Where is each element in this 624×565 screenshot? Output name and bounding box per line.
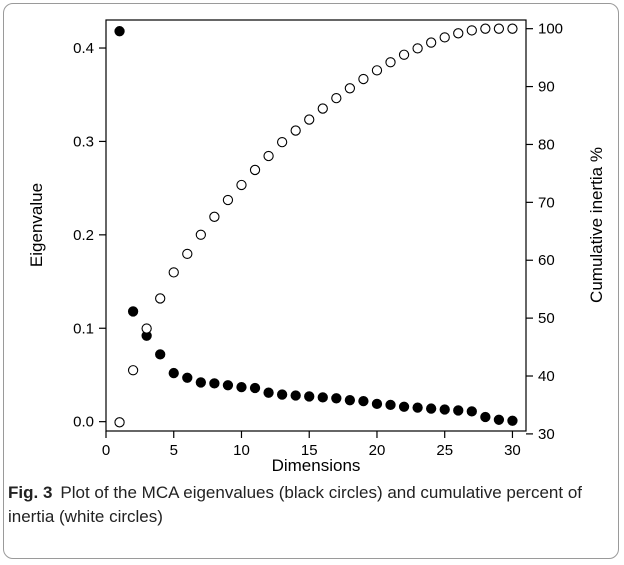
eigenvalue-point: [398, 401, 410, 412]
cumulative-inertia-point: [493, 23, 505, 34]
cumulative-inertia-point: [358, 73, 369, 85]
y-tick-label: 0.4: [73, 40, 94, 57]
cumulative-inertia-point: [412, 43, 423, 54]
eigenvalue-point: [209, 378, 220, 389]
figure-caption: Fig. 3 Plot of the MCA eigenvalues (black…: [8, 481, 608, 529]
cumulative-inertia-point: [439, 32, 450, 43]
eigenvalue-point: [358, 395, 369, 407]
eigenvalue-point: [276, 389, 288, 400]
eigenvalue-point: [385, 399, 396, 410]
eigenvalue-point: [493, 414, 505, 425]
cumulative-inertia-point: [114, 417, 125, 428]
figure-caption-text: Plot of the MCA eigenvalues (black circl…: [8, 483, 582, 526]
cumulative-inertia-point: [263, 150, 274, 162]
cumulative-inertia-point: [398, 49, 410, 60]
y-tick-label: 0.2: [73, 227, 94, 244]
y2-tick-label: 50: [538, 310, 555, 327]
x-tick-label: 15: [301, 442, 318, 459]
cumulative-inertia-point: [195, 229, 206, 240]
cumulative-inertia-point: [385, 57, 396, 68]
y-tick-label: 0.1: [73, 320, 94, 337]
cumulative-inertia-point: [331, 92, 342, 104]
cumulative-inertia-point: [290, 125, 301, 136]
eigenvalue-point: [236, 381, 247, 393]
y2-axis-title: Cumulative inertia %: [587, 147, 606, 303]
eigenvalue-point: [439, 404, 450, 415]
eigenvalue-point: [466, 406, 477, 417]
cumulative-inertia-point: [155, 293, 166, 304]
cumulative-inertia-point: [209, 211, 220, 222]
cumulative-inertia-point: [344, 83, 356, 94]
y2-tick-label: 90: [538, 79, 555, 96]
cumulative-inertia-point: [236, 179, 247, 191]
cumulative-inertia-point: [168, 267, 179, 278]
cumulative-inertia-point: [466, 25, 477, 36]
y-axis-title: Eigenvalue: [27, 183, 46, 267]
y-tick-label: 0.0: [73, 414, 94, 431]
axes: 0 5 10 15 20 25 30 0.0 0.1 0.2 0.3 0.4 30 40 50 60 70 80 9…: [73, 21, 563, 459]
cumulative-inertia-point: [426, 37, 437, 48]
x-tick-label: 0: [102, 442, 110, 459]
x-tick-label: 10: [233, 442, 250, 459]
y2-tick-label: 60: [538, 252, 555, 269]
eigenvalue-point: [168, 367, 179, 379]
eigenvalue-point: [507, 415, 518, 426]
eigenvalue-point: [182, 372, 193, 383]
eigenvalue-point: [426, 403, 437, 414]
cumulative-inertia-point: [141, 323, 152, 334]
eigenvalue-point: [480, 411, 491, 423]
eigenvalue-point: [371, 398, 383, 410]
cumulative-inertia-point: [507, 23, 518, 34]
eigenvalue-point: [222, 380, 234, 391]
cumulative-inertia-point: [127, 365, 139, 376]
eigenvalue-point: [412, 402, 423, 413]
eigenvalue-point: [155, 349, 166, 360]
y2-tick-label: 40: [538, 368, 555, 385]
x-tick-label: 30: [504, 442, 521, 459]
plot-box: [105, 19, 527, 432]
x-axis-title: Dimensions: [272, 456, 361, 475]
cumulative-inertia-point: [453, 28, 464, 39]
eigenvalue-point: [114, 26, 125, 37]
x-tick-label: 25: [436, 442, 453, 459]
x-tick-label: 20: [369, 442, 386, 459]
eigenvalue-point: [317, 392, 328, 403]
y-tick-label: 0.3: [73, 133, 94, 150]
figure-label: Fig. 3: [8, 483, 53, 502]
cumulative-inertia-point: [276, 136, 288, 148]
x-tick-label: 5: [170, 442, 178, 459]
marks: [114, 23, 518, 428]
cumulative-inertia-point: [317, 103, 328, 114]
cumulative-inertia-point: [249, 164, 261, 176]
eigenvalue-point: [453, 405, 464, 416]
eigenvalue-point: [331, 393, 342, 404]
mca-eigenvalue-chart: 0 5 10 15 20 25 30 0.0 0.1 0.2 0.3 0.4 30 40 50 60 70 80 9…: [27, 19, 606, 475]
eigenvalue-point: [195, 377, 206, 388]
y2-tick-label: 70: [538, 194, 555, 211]
eigenvalue-point: [249, 382, 261, 394]
eigenvalue-point: [290, 390, 301, 401]
y2-tick-label: 100: [538, 21, 563, 38]
cumulative-inertia-point: [182, 248, 193, 260]
y2-tick-label: 30: [538, 426, 555, 443]
eigenvalue-point: [263, 387, 274, 398]
eigenvalue-point: [344, 395, 356, 406]
cumulative-inertia-point: [480, 23, 491, 34]
eigenvalue-point: [304, 391, 315, 402]
eigenvalue-point: [127, 306, 139, 317]
y2-tick-label: 80: [538, 136, 555, 153]
cumulative-inertia-point: [222, 194, 234, 206]
cumulative-inertia-point: [304, 114, 315, 125]
cumulative-inertia-point: [371, 65, 383, 76]
